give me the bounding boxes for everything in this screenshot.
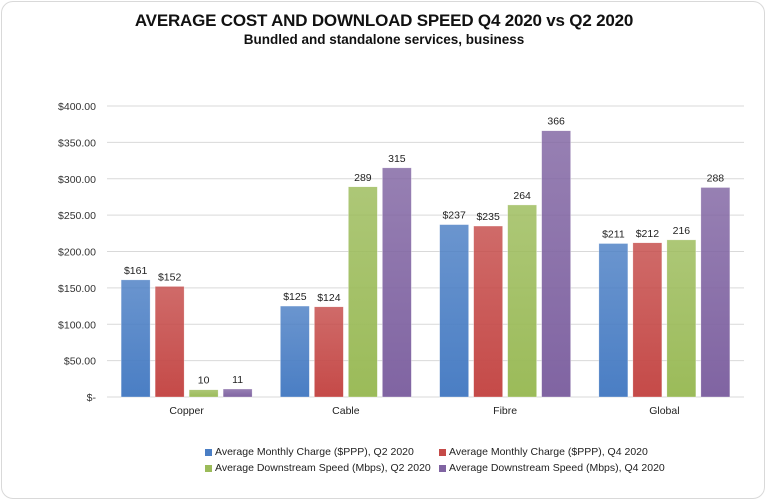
data-label: $235	[476, 211, 500, 223]
bar	[632, 242, 663, 398]
data-label: $237	[442, 210, 466, 222]
bar	[188, 389, 219, 398]
legend-label: Average Monthly Charge ($PPP), Q2 2020	[215, 446, 414, 458]
y-tick-label: $-	[87, 392, 97, 404]
bar	[700, 187, 731, 398]
data-label: $152	[158, 271, 182, 283]
data-label: 288	[707, 172, 725, 184]
legend-item: Average Monthly Charge ($PPP), Q4 2020	[439, 446, 648, 458]
y-tick-label: $50.00	[64, 356, 96, 368]
data-label: $211	[602, 228, 625, 240]
bar	[473, 225, 503, 398]
bar	[541, 130, 571, 398]
legend-swatch	[439, 448, 446, 456]
y-tick-label: $100.00	[58, 319, 96, 331]
legend-label: Average Downstream Speed (Mbps), Q4 2020	[449, 462, 665, 474]
x-tick-label: Copper	[169, 405, 204, 417]
data-label: $124	[317, 292, 341, 304]
legend-swatch	[439, 464, 446, 472]
legend-item: Average Monthly Charge ($PPP), Q2 2020	[205, 446, 414, 458]
bar	[154, 286, 185, 398]
data-label: 216	[673, 225, 691, 237]
legend-swatch	[205, 448, 212, 456]
x-tick-label: Global	[649, 405, 679, 417]
data-label: 366	[547, 116, 565, 128]
bar	[598, 243, 629, 398]
y-tick-label: $150.00	[58, 283, 96, 295]
data-label: 315	[388, 153, 406, 165]
bar	[280, 305, 310, 398]
bar	[439, 224, 469, 398]
x-tick-label: Cable	[332, 405, 360, 417]
bar	[314, 306, 344, 398]
legend-item: Average Downstream Speed (Mbps), Q2 2020	[205, 462, 431, 474]
x-tick-label: Fibre	[493, 405, 517, 417]
bar	[382, 167, 412, 398]
data-label: 11	[232, 374, 243, 386]
y-tick-label: $350.00	[58, 137, 96, 149]
bar	[348, 186, 378, 398]
y-tick-label: $400.00	[58, 101, 96, 113]
bar	[120, 279, 151, 398]
data-label: 264	[513, 190, 531, 202]
data-label: 289	[354, 172, 372, 184]
bar	[666, 239, 697, 398]
bar	[507, 204, 537, 398]
legend-swatch	[205, 464, 212, 472]
legend-item: Average Downstream Speed (Mbps), Q4 2020	[439, 462, 665, 474]
data-label: 10	[198, 375, 210, 387]
chart-title: AVERAGE COST AND DOWNLOAD SPEED Q4 2020 …	[134, 11, 634, 30]
y-tick-label: $200.00	[58, 247, 96, 259]
data-label: $212	[636, 228, 660, 240]
data-label: $125	[283, 291, 307, 303]
data-label: $161	[124, 265, 148, 277]
y-tick-label: $250.00	[58, 210, 96, 222]
chart-subtitle: Bundled and standalone services, busines…	[243, 32, 525, 47]
y-tick-label: $300.00	[58, 174, 96, 186]
legend-label: Average Downstream Speed (Mbps), Q2 2020	[215, 462, 431, 474]
legend-label: Average Monthly Charge ($PPP), Q4 2020	[449, 446, 648, 458]
bar	[222, 388, 253, 398]
